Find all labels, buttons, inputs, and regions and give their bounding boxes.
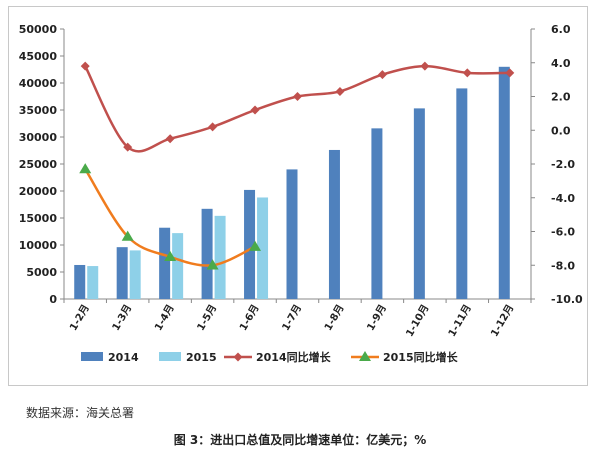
legend-swatch-2014 (81, 352, 103, 361)
y-left-tick-label: 40000 (19, 77, 58, 90)
bar-2014 (159, 227, 171, 299)
marker-2014同比增长 (165, 134, 175, 144)
x-category-label: 1-9月 (365, 303, 389, 333)
y-left-tick-label: 5000 (26, 266, 57, 279)
legend-marker-2015同比增长 (359, 351, 371, 361)
y-right-tick-label: 6.0 (551, 23, 571, 36)
marker-2014同比增长 (293, 92, 302, 101)
marker-2014同比增长 (420, 61, 430, 71)
x-category-label: 1-8月 (322, 303, 346, 333)
figure-caption: 图 3：进出口总值及同比增速单位：亿美元；% (173, 433, 427, 447)
bar-2015 (129, 250, 141, 299)
y-right-tick-label: -8.0 (551, 259, 575, 272)
bar-2014 (201, 208, 213, 299)
marker-2014同比增长 (250, 105, 260, 115)
bar-2014 (498, 66, 510, 299)
marker-2015同比增长 (249, 240, 262, 251)
marker-2014同比增长 (80, 61, 90, 71)
y-right-tick-label: -4.0 (551, 192, 575, 205)
chart-svg: 0 5000 10000 15000 20000 25000 30000 35000 40000… (19, 23, 583, 364)
marker-2014同比增长 (505, 68, 515, 78)
bar-2015 (87, 266, 99, 299)
marker-2014同比增长 (208, 122, 218, 132)
bar-2014 (286, 169, 298, 299)
marker-2015同比增长 (164, 250, 177, 262)
bar-2014 (244, 189, 256, 299)
bar-2015 (257, 197, 269, 299)
marker-2015同比增长 (79, 163, 92, 174)
bar-2014 (456, 88, 468, 300)
marker-2015同比增长 (121, 230, 134, 241)
x-category-label: 1-3月 (110, 303, 134, 333)
y-left-tick-label: 15000 (19, 212, 58, 225)
y-left-tick-label: 35000 (19, 104, 58, 117)
y-right-tick-label: 4.0 (551, 57, 571, 70)
bar-2014 (328, 149, 340, 299)
y-right-tick-label: -2.0 (551, 158, 575, 171)
y-left-tick-label: 30000 (19, 131, 58, 144)
marker-2014同比增长 (335, 86, 345, 96)
legend-label: 2014同比增长 (256, 350, 332, 364)
bar-2015 (214, 215, 226, 299)
y-right-tick-label: -6.0 (551, 226, 575, 239)
y-left-tick-label: 50000 (19, 23, 58, 36)
x-category-label: 1-4月 (152, 303, 176, 333)
y-left-tick-label: 25000 (19, 158, 58, 171)
y-right-tick-label: 2.0 (551, 91, 571, 104)
y-left-tick-label: 10000 (19, 239, 58, 252)
legend-marker-2014同比增长 (233, 352, 243, 362)
x-category-label: 1-2月 (67, 303, 91, 333)
y-left-tick-label: 20000 (19, 185, 58, 198)
bar-2014 (371, 128, 383, 299)
marker-2014同比增长 (377, 70, 387, 80)
source-note: 数据来源：海关总署 (26, 406, 135, 420)
marker-2014同比增长 (462, 68, 472, 78)
legend-swatch-2015 (159, 352, 181, 361)
x-category-label: 1-5月 (195, 303, 219, 333)
legend-label: 2015同比增长 (383, 350, 459, 364)
y-left-tick-label: 0 (49, 293, 57, 306)
legend-label: 2015 (186, 351, 217, 364)
x-category-label: 1-10月 (404, 303, 432, 339)
line-2014同比增长 (84, 64, 510, 153)
bar-2014 (116, 247, 128, 299)
marker-2015同比增长 (206, 259, 219, 270)
legend-label: 2014 (108, 351, 139, 364)
x-category-label: 1-6月 (237, 303, 261, 333)
y-right-tick-label: 0.0 (551, 124, 571, 137)
y-left-tick-label: 45000 (19, 50, 58, 63)
bar-2014 (413, 108, 425, 299)
x-category-label: 1-7月 (280, 303, 304, 333)
bar-2015 (172, 233, 184, 299)
x-category-label: 1-12月 (488, 302, 516, 338)
marker-2014同比增长 (123, 142, 133, 152)
chart-frame: 0 5000 10000 15000 20000 25000 30000 35000 40000… (8, 6, 588, 386)
x-category-label: 1-11月 (446, 303, 474, 339)
bar-2014 (74, 264, 86, 299)
y-right-tick-label: -10.0 (551, 293, 583, 306)
